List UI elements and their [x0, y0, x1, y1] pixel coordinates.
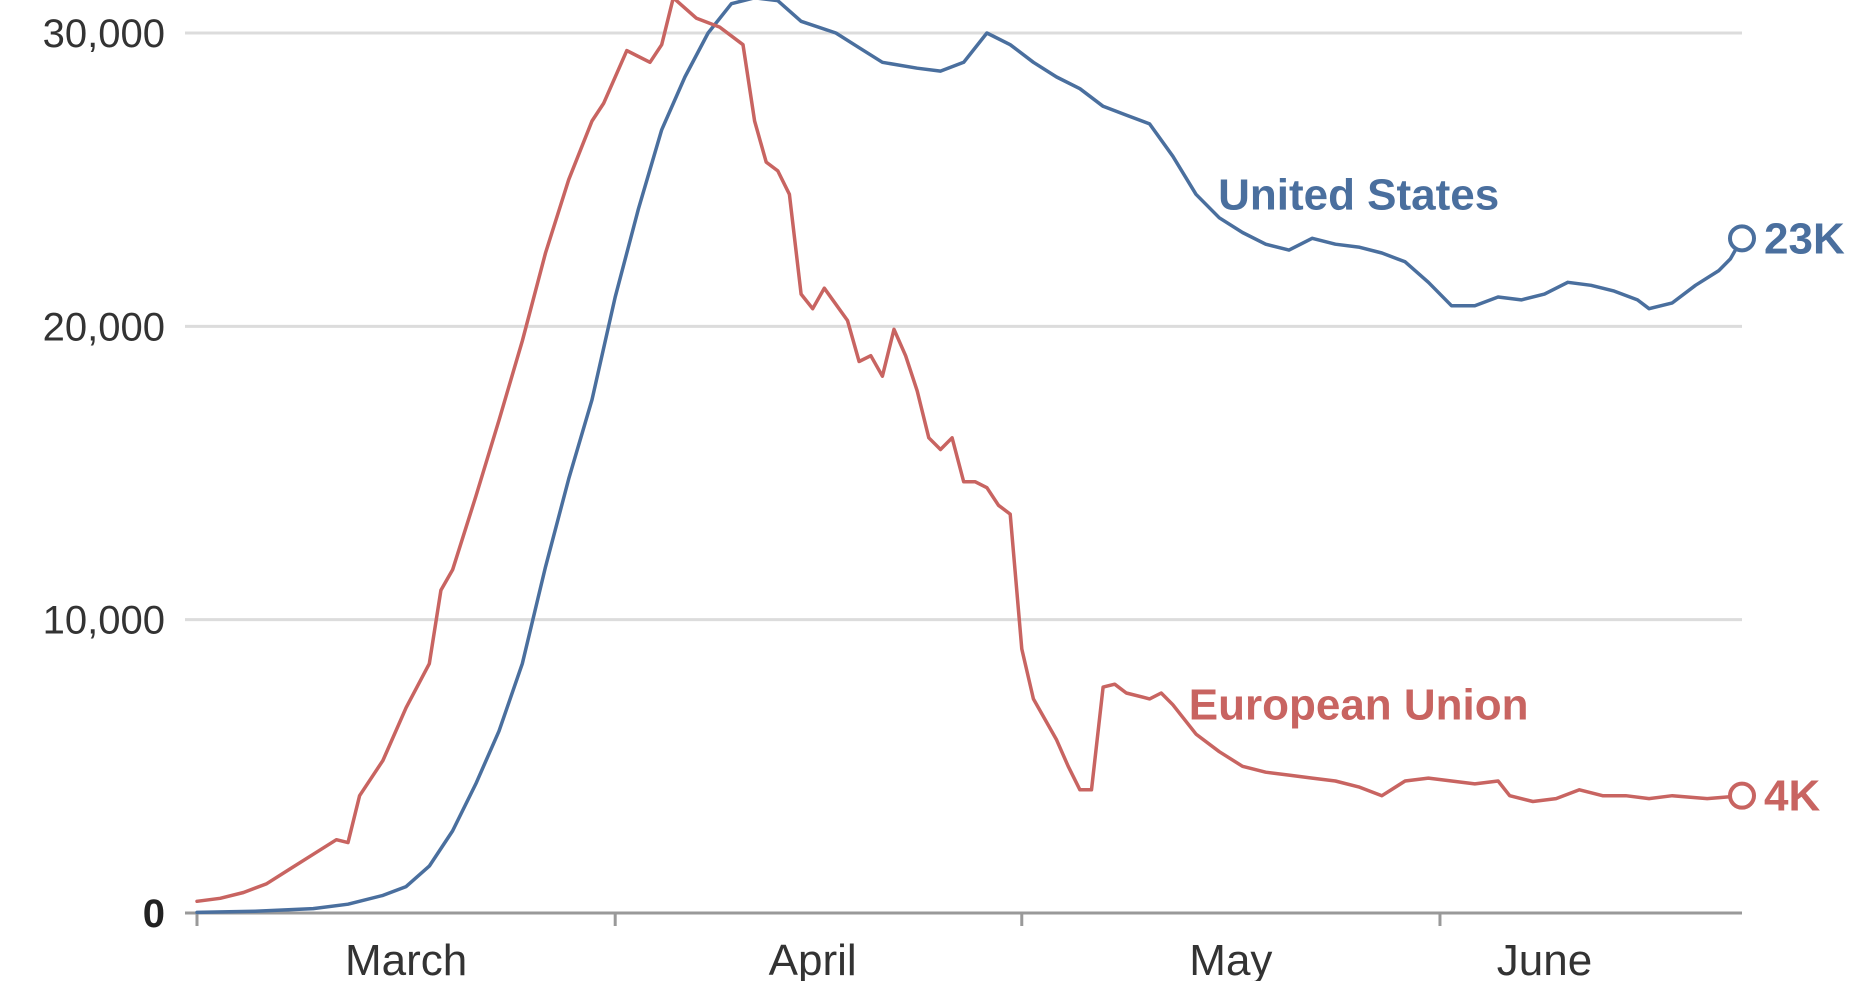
- end-value-label: 23K: [1764, 214, 1845, 263]
- x-tick-label: June: [1497, 936, 1592, 981]
- x-axis: March April May June: [185, 911, 1742, 981]
- series-name-label: United States: [1218, 170, 1499, 219]
- series-labels: 23K United States 4K European Union: [1189, 170, 1845, 820]
- x-tick-label: March: [345, 936, 467, 981]
- end-point-marker: [1728, 781, 1756, 810]
- y-axis: 0 10,000 20,000 30,000: [43, 12, 165, 936]
- end-value-label: 4K: [1764, 772, 1820, 821]
- y-tick-label: 30,000: [43, 12, 165, 56]
- x-tick-label: May: [1189, 936, 1272, 981]
- series-line-united-states: [195, 0, 1744, 915]
- y-tick-label: 0: [143, 892, 165, 936]
- end-point-marker: [1728, 224, 1756, 253]
- series-line-european-union: [195, 0, 1744, 904]
- series-name-label: European Union: [1189, 681, 1529, 730]
- grid-lines: [185, 31, 1742, 622]
- y-tick-label: 10,000: [43, 599, 165, 643]
- y-tick-label: 20,000: [43, 305, 165, 349]
- series-layer: [195, 0, 1756, 915]
- x-tick-label: April: [769, 936, 857, 981]
